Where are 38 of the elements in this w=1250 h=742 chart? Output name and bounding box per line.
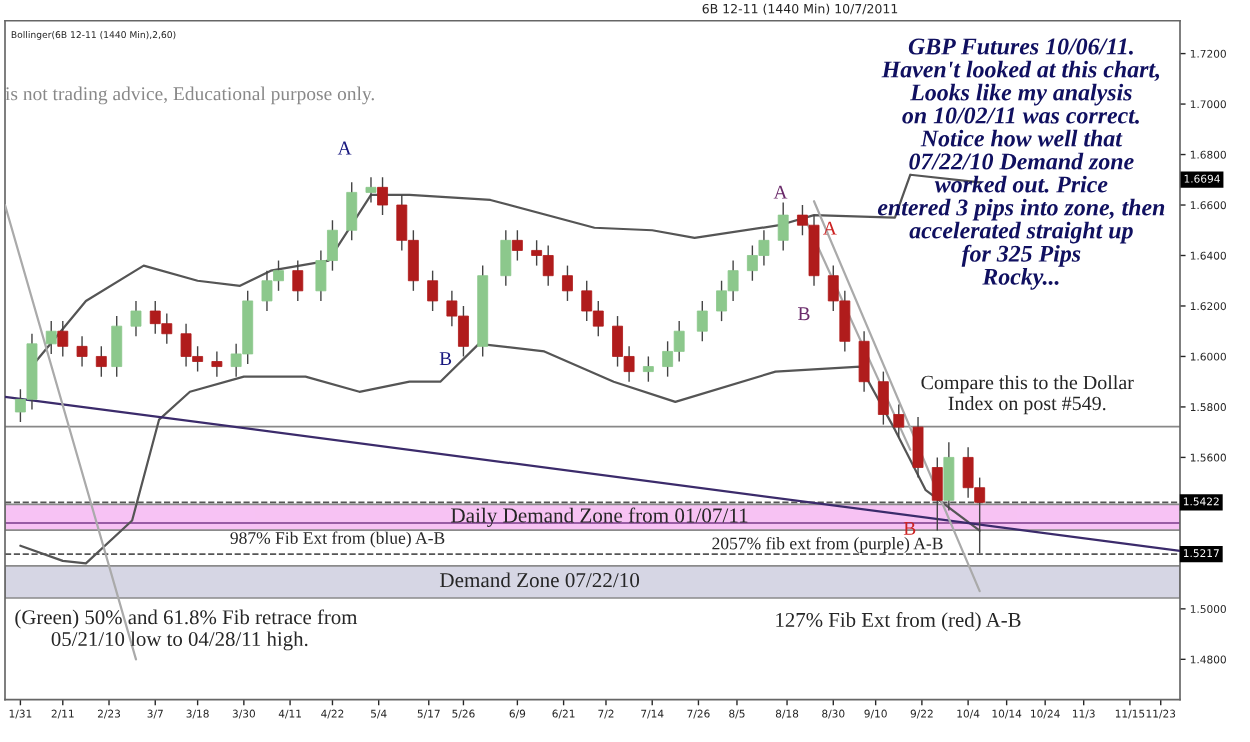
candlestick	[642, 355, 654, 383]
candlestick	[877, 370, 889, 426]
candlestick	[95, 345, 107, 378]
candlestick	[111, 315, 123, 378]
annotation: (Green) 50% and 61.8% Fib retrace from 05/21/10 low to 04/28/11 high.	[15, 609, 358, 651]
candlestick	[562, 264, 573, 302]
candlestick	[76, 335, 88, 368]
candlestick	[912, 416, 924, 479]
annotation: A	[773, 185, 788, 199]
candlestick	[931, 456, 943, 532]
annotation: Compare this to the Dollar Index on post #549.	[921, 375, 1134, 415]
candlestick	[377, 176, 388, 216]
annotation: 127% Fib Ext from (red) A-B	[776, 612, 1021, 632]
candlestick	[45, 320, 57, 355]
candlestick	[130, 300, 142, 337]
annotation: B	[798, 307, 810, 321]
candlestick	[511, 229, 523, 262]
candlestick	[57, 320, 69, 358]
annotation: B	[439, 352, 452, 365]
annotation: is not trading advice, Educational purpose only.	[5, 86, 374, 105]
candlestick	[500, 229, 512, 287]
candlestick	[292, 259, 304, 302]
candlestick	[943, 441, 955, 512]
annotation: B	[903, 521, 916, 535]
annotation: 2057% fib ext from (purple) A-B	[712, 536, 943, 553]
band-label: Daily Demand Zone from 01/07/11	[451, 507, 748, 527]
candlestick	[858, 330, 870, 393]
annotation: A	[337, 141, 352, 155]
annotation: A	[823, 221, 837, 235]
candlestick	[777, 201, 789, 252]
candlestick	[211, 350, 223, 378]
candlestick	[427, 269, 439, 312]
candlestick	[893, 403, 905, 438]
annotation: 987% Fib Ext from (blue) A-B	[230, 531, 445, 548]
band-label: Demand Zone 07/22/10	[439, 572, 640, 588]
candlestick	[346, 181, 358, 242]
candlestick	[365, 176, 377, 204]
candlestick	[696, 300, 708, 343]
